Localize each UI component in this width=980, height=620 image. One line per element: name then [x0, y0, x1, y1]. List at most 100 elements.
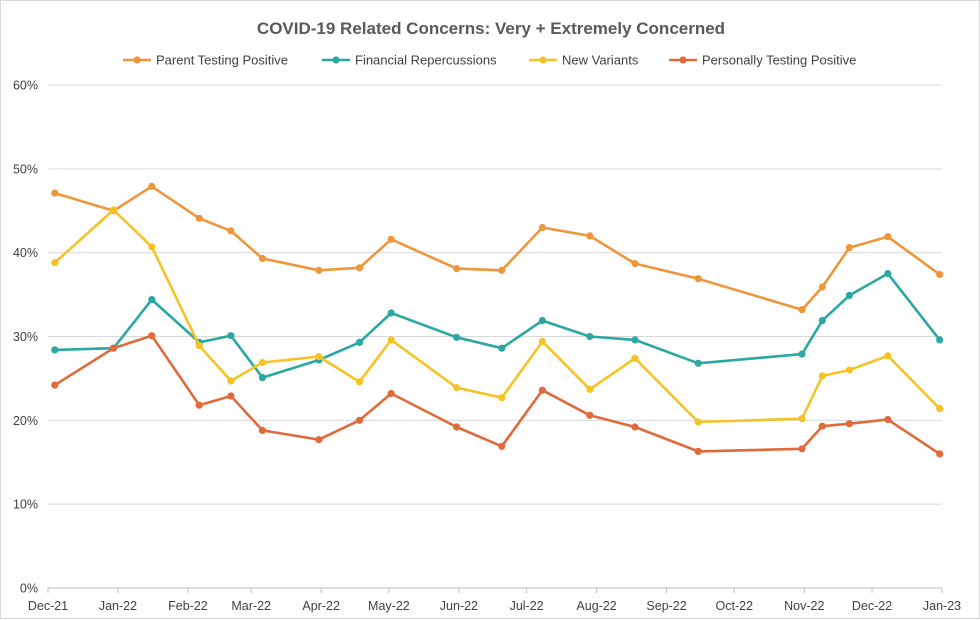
data-point: [694, 359, 702, 367]
legend-label: New Variants: [562, 53, 639, 68]
data-point: [148, 296, 156, 304]
series-3: [51, 332, 944, 458]
data-point: [631, 260, 639, 268]
gridlines: [48, 84, 942, 505]
legend-item: Personally Testing Positive: [669, 53, 856, 68]
y-tick-label: 10%: [13, 498, 38, 512]
y-tick-label: 40%: [13, 246, 38, 260]
data-point: [694, 418, 702, 426]
y-tick-label: 20%: [13, 414, 38, 428]
data-point: [884, 415, 892, 424]
data-point: [936, 405, 944, 413]
x-tick-label: Feb-22: [168, 599, 208, 613]
data-point: [355, 378, 364, 386]
y-tick-label: 0%: [20, 582, 38, 596]
data-point: [498, 344, 506, 352]
y-axis: 0% 10% 20% 30% 40% 50% 60%: [13, 79, 38, 596]
legend-swatch-marker: [332, 56, 340, 64]
x-tick-label: Apr-22: [302, 599, 340, 613]
data-point: [884, 270, 892, 278]
x-tick-label: Jun-22: [440, 599, 478, 613]
data-point: [631, 354, 639, 362]
x-tick-label: Dec-21: [28, 599, 68, 613]
legend-item: Financial Repercussions: [322, 53, 497, 68]
x-tick-label: May-22: [368, 599, 410, 613]
y-tick-label: 60%: [13, 79, 38, 93]
data-point: [798, 445, 806, 453]
data-point: [631, 336, 639, 344]
series-line: [53, 185, 941, 311]
data-point: [936, 336, 944, 344]
data-point: [195, 342, 203, 350]
chart-title: COVID-19 Related Concerns: Very + Extrem…: [257, 19, 725, 38]
data-point: [387, 336, 395, 344]
data-point: [51, 381, 59, 389]
data-point: [586, 332, 594, 341]
data-point: [936, 450, 944, 458]
data-point: [51, 259, 59, 267]
legend-label: Parent Testing Positive: [156, 53, 288, 68]
data-point: [195, 401, 203, 409]
legend-item: Parent Testing Positive: [123, 53, 288, 68]
data-point: [109, 206, 118, 214]
data-point: [694, 447, 702, 455]
data-point: [258, 374, 267, 382]
x-tick-label: Jan-23: [923, 599, 961, 613]
data-point: [453, 423, 461, 431]
x-tick-label: Aug-22: [576, 599, 616, 613]
data-point: [148, 332, 156, 340]
data-point: [498, 266, 506, 274]
data-point: [355, 338, 364, 346]
data-point: [227, 392, 235, 400]
data-point: [453, 333, 461, 341]
series-line: [53, 272, 941, 379]
legend-swatch-marker: [539, 56, 547, 64]
data-point: [258, 358, 267, 367]
data-point: [538, 223, 547, 232]
data-point: [798, 350, 806, 358]
x-tick-label: Nov-22: [784, 599, 824, 613]
data-point: [453, 265, 461, 273]
x-tick-label: Oct-22: [716, 599, 754, 613]
data-point: [227, 332, 235, 340]
x-axis: Dec-21 Jan-22 Feb-22 Mar-22 Apr-22 May-22 Jun-…: [28, 587, 961, 613]
y-tick-label: 50%: [13, 162, 38, 176]
data-point: [631, 423, 639, 431]
x-tick-label: Mar-22: [231, 599, 271, 613]
data-point: [845, 366, 854, 374]
data-point: [258, 426, 267, 434]
data-point: [845, 244, 854, 252]
data-point: [453, 384, 461, 392]
data-point: [586, 232, 594, 240]
data-point: [818, 317, 826, 325]
x-tick-label: Sep-22: [646, 599, 686, 613]
legend-item: New Variants: [529, 53, 639, 68]
data-point: [538, 386, 547, 394]
data-point: [387, 235, 395, 243]
data-point: [51, 346, 59, 354]
data-point: [498, 442, 506, 450]
legend-label: Personally Testing Positive: [702, 53, 856, 68]
data-point: [538, 337, 547, 346]
data-point: [694, 275, 702, 283]
legend-swatch-marker: [133, 56, 141, 64]
plot-area: [51, 182, 944, 458]
x-tick-label: Jan-22: [99, 599, 137, 613]
series-line: [53, 208, 941, 424]
data-point: [936, 270, 944, 279]
x-tick-label: Jul-22: [510, 599, 544, 613]
data-point: [845, 291, 854, 299]
data-point: [884, 352, 892, 360]
data-point: [845, 420, 854, 428]
data-point: [109, 344, 118, 352]
data-point: [195, 214, 203, 222]
data-point: [51, 189, 59, 197]
series-2: [51, 206, 944, 426]
y-tick-label: 30%: [13, 330, 38, 344]
data-point: [818, 422, 826, 430]
data-point: [884, 233, 892, 241]
data-point: [227, 377, 235, 385]
data-point: [818, 372, 826, 380]
data-point: [586, 411, 594, 419]
